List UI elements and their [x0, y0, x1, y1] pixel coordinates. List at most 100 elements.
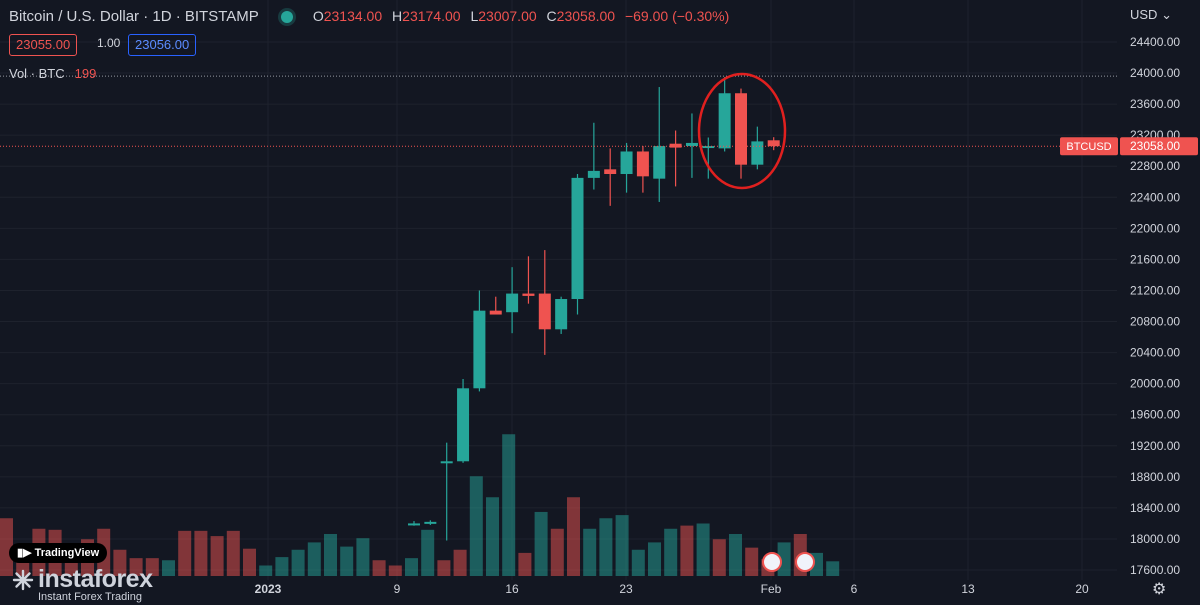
volume-bar	[324, 534, 337, 576]
volume-bar	[453, 549, 467, 576]
volume-bar	[113, 549, 127, 576]
volume-bar	[162, 560, 175, 576]
currency-dropdown[interactable]: USD ⌄	[1130, 7, 1172, 23]
instaforex-mark-icon	[12, 569, 34, 591]
price-axis-background	[1118, 0, 1200, 605]
x-tick-label: 20	[1075, 582, 1089, 596]
volume-label: Vol · BTC	[9, 66, 65, 81]
x-tick-label: 23	[619, 582, 633, 596]
economic-event-icon	[762, 552, 782, 572]
y-tick-label: 20800.00	[1130, 315, 1180, 329]
volume-bar	[226, 530, 240, 576]
volume-bar	[291, 549, 305, 576]
y-tick-label: 23600.00	[1130, 97, 1180, 111]
candle-body	[604, 169, 617, 174]
candle-body	[555, 299, 568, 330]
volume-bar	[518, 552, 532, 576]
candle-body	[457, 388, 470, 462]
volume-bar	[502, 434, 516, 576]
x-tick-label: 6	[851, 582, 858, 596]
volume-bar	[712, 539, 726, 576]
buy-button[interactable]: 23056.00	[128, 34, 197, 56]
market-status-icon	[280, 11, 293, 24]
instaforex-wordmark: instaforex	[38, 565, 153, 593]
volume-bar	[405, 558, 418, 576]
volume-bar	[145, 558, 159, 576]
volume-bar	[129, 558, 143, 576]
annotation-ellipse	[697, 72, 787, 190]
y-tick-label: 24400.00	[1130, 35, 1180, 49]
candle-body	[735, 93, 747, 165]
open-value: 23134.00	[323, 8, 383, 24]
candle-body	[408, 523, 420, 526]
volume-bar	[194, 530, 208, 576]
chevron-down-icon: ⌄	[1161, 7, 1172, 22]
y-tick-label: 21200.00	[1130, 283, 1180, 297]
high-value: 23174.00	[402, 8, 461, 24]
candle-body	[718, 93, 731, 149]
sell-button[interactable]: 23055.00	[9, 34, 78, 56]
volume-bar	[486, 497, 499, 576]
volume-bar	[388, 565, 402, 576]
candle-body	[424, 521, 437, 524]
candle-body	[571, 177, 584, 300]
instaforex-tagline: Instant Forex Trading	[38, 591, 142, 603]
volume-bar	[307, 542, 321, 576]
tradingview-logo-icon: ▮▶	[17, 547, 35, 559]
change-value: −69.00 (−0.30%)	[624, 8, 730, 24]
volume-legend[interactable]: Vol · BTC 199	[9, 66, 96, 81]
x-tick-label: 16	[505, 582, 519, 596]
y-tick-label: 20000.00	[1130, 377, 1180, 391]
x-tick-label: 2023	[255, 582, 282, 596]
volume-bar	[243, 548, 256, 576]
x-tick-label: 9	[394, 582, 401, 596]
y-tick-label: 18400.00	[1130, 501, 1180, 515]
volume-bar	[615, 515, 629, 576]
volume-bar	[275, 557, 289, 576]
candle-body	[489, 310, 502, 315]
volume-bar	[777, 542, 791, 576]
volume-bar	[664, 528, 678, 576]
economic-event-icon	[795, 552, 815, 572]
volume-bar	[680, 525, 694, 576]
candle-body	[506, 293, 519, 313]
y-tick-label: 19200.00	[1130, 439, 1180, 453]
volume-value: 199	[74, 66, 97, 81]
symbol-title[interactable]: Bitcoin / U.S. Dollar · 1D · BITSTAMP	[9, 8, 259, 25]
candle-body	[653, 146, 666, 179]
volume-bar	[599, 518, 613, 576]
volume-bar	[567, 497, 580, 576]
tradingview-logo[interactable]: ▮▶ TradingView	[9, 543, 108, 563]
y-tick-label: 17600.00	[1130, 563, 1180, 577]
y-tick-label: 22400.00	[1130, 190, 1180, 204]
volume-bar	[826, 561, 840, 576]
low-value: 23007.00	[478, 8, 537, 24]
gear-icon: ⚙	[1152, 579, 1166, 598]
volume-bar	[340, 546, 354, 576]
candle-body	[538, 293, 551, 330]
y-tick-label: 21600.00	[1130, 252, 1180, 266]
y-tick-label: 18000.00	[1130, 532, 1180, 546]
candle-body	[669, 143, 682, 148]
y-tick-label: 22000.00	[1130, 221, 1180, 235]
candle-body	[636, 151, 649, 177]
y-tick-label: 18800.00	[1130, 470, 1180, 484]
x-tick-label: Feb	[761, 582, 782, 596]
x-tick-label: 13	[961, 582, 975, 596]
volume-bar	[631, 549, 645, 576]
y-tick-label: 19600.00	[1130, 408, 1180, 422]
candle-body	[440, 461, 453, 464]
symbol-tag-background	[1060, 137, 1118, 156]
candle-body	[767, 140, 780, 147]
currency-label: USD	[1130, 7, 1158, 22]
spread-value: 1.00	[97, 36, 121, 50]
volume-bar	[696, 523, 710, 576]
candle-body	[751, 141, 764, 165]
volume-bar	[0, 518, 13, 576]
volume-bar	[729, 534, 742, 576]
y-tick-label: 24000.00	[1130, 66, 1180, 80]
y-tick-label: 22800.00	[1130, 159, 1180, 173]
close-value: 23058.00	[556, 8, 616, 24]
candle-body	[620, 151, 633, 174]
